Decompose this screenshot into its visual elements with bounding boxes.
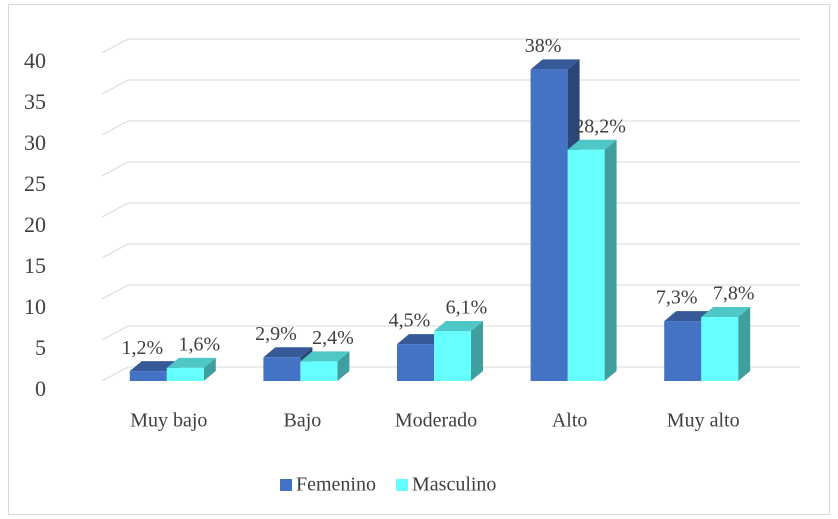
- bar: [166, 357, 216, 381]
- grid-line: [101, 38, 800, 54]
- bar-face: [300, 351, 350, 362]
- bar: [434, 320, 483, 381]
- data-label: 38%: [525, 35, 562, 57]
- bar-face: [604, 139, 617, 381]
- bar-face: [129, 371, 167, 381]
- bar-face: [337, 351, 350, 381]
- bar-face: [129, 361, 179, 372]
- y-tick-label: 30: [24, 130, 46, 155]
- y-tick-label: 20: [24, 212, 46, 237]
- bar-face: [567, 149, 605, 381]
- bar-face: [434, 330, 471, 381]
- y-tick-label: 5: [35, 335, 46, 360]
- x-tick-label: Moderado: [395, 410, 477, 432]
- y-tick-label: 35: [24, 89, 46, 114]
- bar-face: [166, 357, 216, 368]
- bar-face: [701, 307, 751, 318]
- bar-face: [397, 344, 434, 381]
- x-tick-label: Alto: [552, 410, 588, 432]
- data-label: 7,3%: [656, 287, 698, 309]
- data-label: 28,2%: [574, 115, 626, 137]
- y-tick-label: 15: [24, 253, 46, 278]
- y-tick-label: 40: [24, 48, 46, 73]
- bar-face: [203, 357, 216, 381]
- legend-label: Femenino: [296, 474, 376, 496]
- bar-face: [263, 347, 313, 358]
- bar-face: [530, 59, 580, 70]
- data-label: 4,5%: [389, 310, 431, 332]
- x-tick-label: Bajo: [284, 410, 322, 432]
- chart-border: [8, 4, 830, 515]
- legend-swatch: [280, 479, 292, 491]
- bar-face: [738, 307, 751, 381]
- data-label: 6,1%: [446, 297, 488, 319]
- bar-face: [397, 334, 446, 345]
- bar: [300, 351, 350, 381]
- y-tick-label: 25: [24, 171, 46, 196]
- bar-face: [664, 321, 702, 381]
- bar-face: [300, 361, 338, 381]
- bar-face: [263, 357, 301, 381]
- data-label: 7,8%: [713, 283, 755, 305]
- data-label: 1,2%: [121, 337, 163, 359]
- bar-face: [701, 317, 739, 381]
- bar-face: [664, 311, 714, 322]
- x-tick-label: Muy alto: [667, 410, 740, 432]
- data-label: 2,4%: [312, 327, 354, 349]
- legend-label: Masculino: [412, 474, 496, 496]
- bar-face: [567, 139, 617, 150]
- data-label: 2,9%: [255, 323, 297, 345]
- y-tick-label: 0: [35, 376, 46, 401]
- bar-face: [166, 367, 204, 381]
- bar-face: [434, 320, 483, 331]
- x-tick-label: Muy bajo: [130, 410, 207, 432]
- bar: [701, 307, 751, 381]
- legend-swatch: [396, 479, 408, 491]
- y-tick-label: 10: [24, 294, 46, 319]
- bar: [567, 139, 617, 381]
- data-label: 1,6%: [178, 333, 220, 355]
- bar-face: [530, 69, 568, 382]
- bar-face: [471, 320, 483, 381]
